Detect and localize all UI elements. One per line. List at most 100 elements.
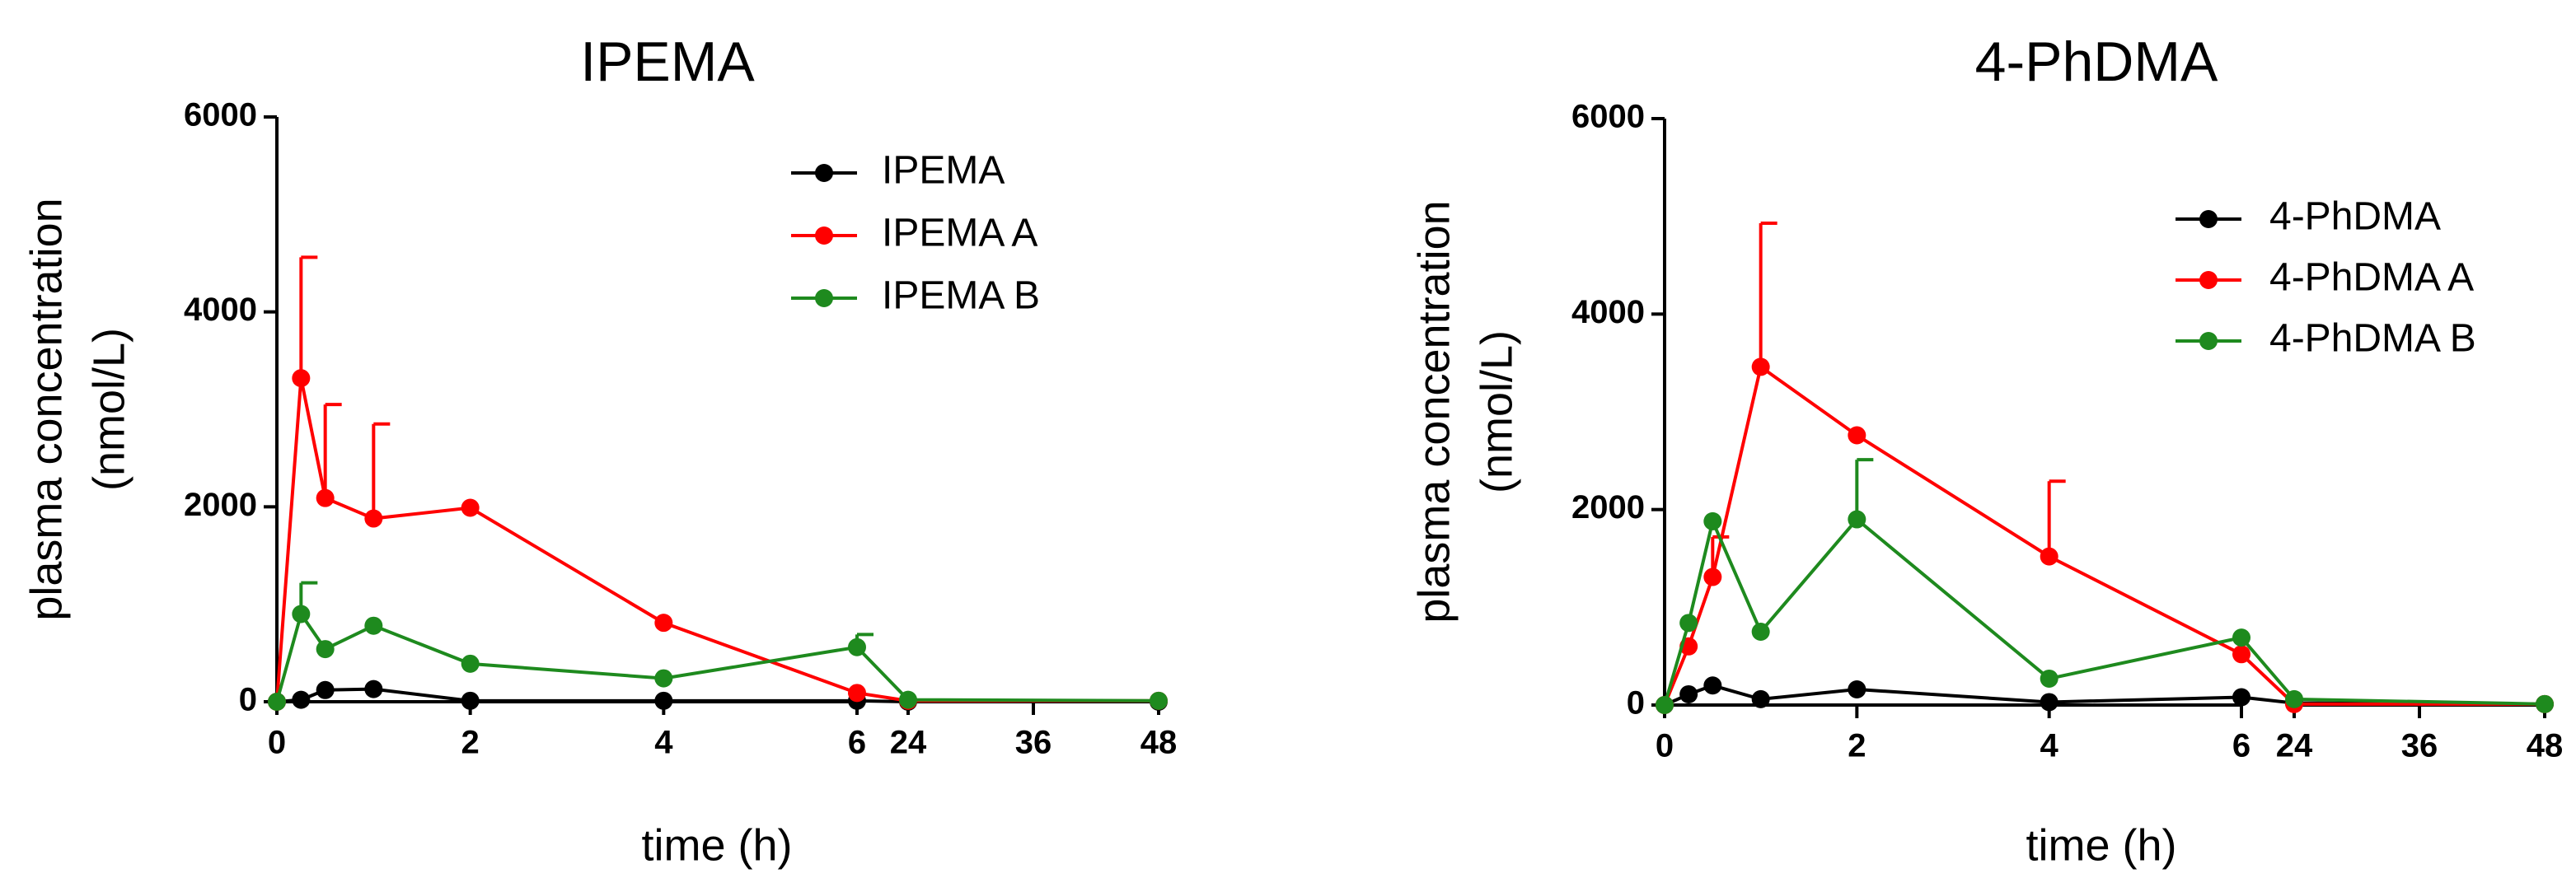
data-point xyxy=(2232,645,2250,664)
x-tick-label: 4 xyxy=(654,725,673,761)
data-point xyxy=(316,488,335,507)
series-line xyxy=(275,609,1159,703)
chart: 4-PhDMA plasma concentration (nmol/L) time … xyxy=(1409,30,2563,870)
data-point xyxy=(1751,689,1770,708)
error-bar xyxy=(1759,221,1777,367)
error-bar xyxy=(2047,479,2066,557)
data-point xyxy=(1848,510,1866,529)
data-point xyxy=(316,680,335,699)
legend-label: 4-PhDMA A xyxy=(2269,256,2474,300)
data-point xyxy=(461,498,480,517)
data-point xyxy=(1848,680,1866,699)
legend-marker xyxy=(2199,332,2218,350)
error-bar xyxy=(1855,458,1874,520)
y-tick-label: 0 xyxy=(239,682,257,718)
data-point xyxy=(899,690,917,709)
legend-label: 4-PhDMA B xyxy=(2269,317,2476,361)
y-tick-label: 0 xyxy=(1627,685,1645,722)
y-axis-label: (nmol/L) xyxy=(1472,330,1521,493)
x-axis-label: time (h) xyxy=(641,820,792,870)
data-point xyxy=(364,616,383,635)
chart-title: IPEMA xyxy=(580,30,755,93)
legend-label: IPEMA B xyxy=(882,274,1040,318)
data-point xyxy=(654,669,673,688)
data-point xyxy=(848,637,866,656)
y-axis-label: plasma concentration xyxy=(21,198,71,620)
data-point xyxy=(2232,688,2250,707)
data-point xyxy=(654,614,673,633)
data-point xyxy=(2536,694,2554,713)
data-point xyxy=(364,680,383,698)
x-tick-label: 48 xyxy=(1140,725,1178,761)
y-tick-label: 2000 xyxy=(1571,489,1645,525)
chart-title: 4-PhDMA xyxy=(1975,30,2218,93)
data-point xyxy=(2285,689,2303,708)
error-bar xyxy=(323,403,342,498)
data-point xyxy=(2040,669,2058,688)
x-tick-label: 36 xyxy=(1015,725,1052,761)
legend-item: IPEMA B xyxy=(791,274,1040,318)
x-tick-label: 6 xyxy=(2232,728,2250,764)
data-point xyxy=(1751,357,1770,376)
legend-label: IPEMA A xyxy=(882,212,1037,255)
y-axis-label: plasma concentration xyxy=(1409,200,1459,623)
data-point xyxy=(461,654,480,673)
legend-label: 4-PhDMA xyxy=(2269,195,2441,239)
legend-marker xyxy=(2199,271,2218,289)
data-point xyxy=(2232,628,2250,647)
legend-marker xyxy=(815,227,833,245)
data-point xyxy=(2040,547,2058,566)
x-tick-label: 36 xyxy=(2401,728,2438,764)
y-tick-label: 6000 xyxy=(184,97,257,133)
series-line xyxy=(1663,364,2545,706)
legend-marker xyxy=(2199,210,2218,228)
series-line xyxy=(275,377,1159,703)
data-point xyxy=(1703,511,1722,530)
data-point xyxy=(1679,684,1698,703)
data-point xyxy=(654,691,673,710)
data-point xyxy=(1751,623,1770,641)
data-point xyxy=(1679,614,1698,633)
x-tick-label: 2 xyxy=(461,725,480,761)
y-tick-label: 2000 xyxy=(184,487,257,523)
x-axis-label: time (h) xyxy=(2026,820,2176,870)
data-point xyxy=(2040,693,2058,712)
data-point xyxy=(848,684,866,703)
legend-item: IPEMA A xyxy=(791,212,1037,255)
x-tick-label: 6 xyxy=(848,725,866,761)
legend-label: IPEMA xyxy=(882,149,1005,193)
chart: IPEMA plasma concentration (nmol/L) time (h… xyxy=(21,30,1177,870)
legend-item: 4-PhDMA xyxy=(2176,195,2441,239)
data-point xyxy=(268,693,286,711)
y-tick-label: 6000 xyxy=(1571,99,1645,135)
legend-item: IPEMA xyxy=(791,149,1005,193)
x-tick-label: 24 xyxy=(2276,728,2313,764)
data-point xyxy=(292,605,311,623)
data-point xyxy=(292,690,311,709)
y-tick-label: 4000 xyxy=(1571,294,1645,330)
data-point xyxy=(316,640,335,659)
x-tick-label: 4 xyxy=(2040,728,2059,764)
x-tick-label: 48 xyxy=(2527,728,2564,764)
data-point xyxy=(292,369,311,388)
y-tick-label: 4000 xyxy=(184,292,257,328)
data-point xyxy=(1150,691,1168,710)
data-point xyxy=(461,691,480,710)
x-tick-label: 24 xyxy=(890,725,927,761)
series-line xyxy=(1663,516,2546,706)
y-axis-label: (nmol/L) xyxy=(84,328,133,491)
error-bar xyxy=(299,255,318,379)
data-point xyxy=(1703,567,1722,586)
error-bar xyxy=(372,422,391,519)
data-point xyxy=(1656,696,1674,714)
x-tick-label: 0 xyxy=(268,725,286,761)
legend-marker xyxy=(815,164,833,182)
data-point xyxy=(364,509,383,528)
x-tick-label: 2 xyxy=(1848,728,1866,764)
data-point xyxy=(1703,676,1722,695)
legend-marker xyxy=(815,289,833,307)
data-point xyxy=(1848,426,1866,445)
legend-item: 4-PhDMA A xyxy=(2176,256,2474,300)
legend-item: 4-PhDMA B xyxy=(2176,317,2476,361)
